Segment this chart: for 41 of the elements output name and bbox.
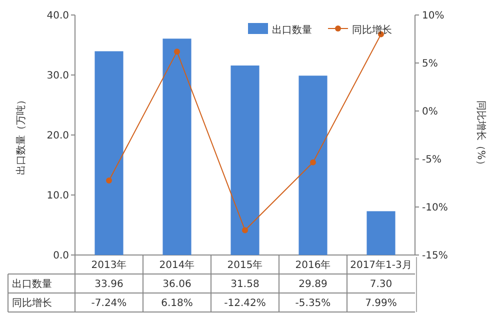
x-tick-label: 2014年: [159, 259, 195, 271]
y-tick-label: 10.0: [46, 190, 69, 202]
data-label: 7.99%: [365, 298, 397, 309]
legend-label: 同比增长: [352, 24, 392, 36]
bar: [230, 66, 260, 255]
x-tick-label: 2015年: [227, 259, 263, 271]
data-label: -5.35%: [295, 298, 331, 309]
y-tick-label: 0.0: [53, 250, 69, 262]
x-tick-label: 2013年: [91, 259, 127, 271]
data-label: -7.24%: [91, 298, 127, 309]
bar: [366, 211, 396, 255]
y2-tick-label: 0%: [422, 106, 438, 118]
point: [174, 48, 180, 55]
y-tick-label: 40.0: [46, 10, 69, 22]
x-tick-label: 2017年1-3月: [350, 259, 412, 271]
y-tick-label: 20.0: [46, 130, 69, 142]
y2-tick-label: 5%: [422, 58, 438, 70]
data-label: -12.42%: [224, 298, 266, 309]
x-tick-label: 2016年: [295, 259, 331, 271]
y2-axis-title: 同比增长（%）: [475, 100, 487, 170]
data-label: 33.96: [94, 279, 124, 290]
data-label: 36.06: [162, 279, 192, 290]
point: [106, 178, 112, 184]
y2-tick-label: 10%: [422, 10, 444, 22]
y2-tick-label: -15%: [422, 250, 448, 262]
y-axis-title: 出口数量（万吨）: [15, 95, 27, 175]
data-label: 7.30: [370, 279, 392, 290]
y-tick-label: 30.0: [46, 70, 69, 82]
bar: [298, 76, 328, 255]
legend-label: 出口数量: [272, 24, 312, 36]
data-label: 6.18%: [161, 298, 193, 309]
y2-tick-label: -10%: [422, 202, 448, 214]
y2-tick-label: -5%: [422, 154, 442, 166]
bar: [94, 51, 124, 255]
data-label: 29.89: [298, 279, 328, 290]
text: 同比增长: [12, 298, 52, 309]
point: [310, 159, 316, 166]
point: [242, 227, 248, 234]
bar: [162, 38, 192, 255]
text: 出口数量: [12, 279, 52, 290]
data-label: 31.58: [230, 279, 260, 290]
